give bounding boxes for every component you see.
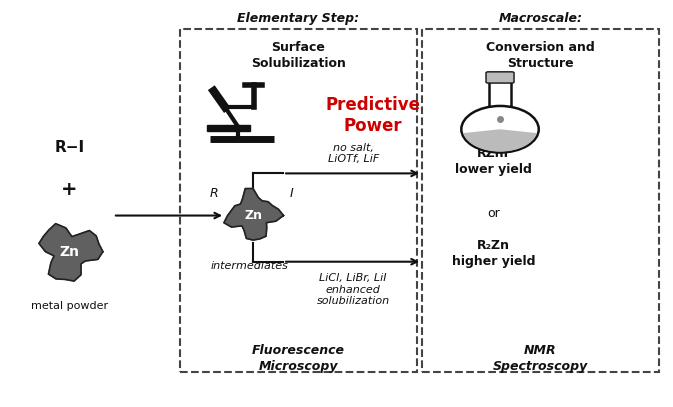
Text: R: R (210, 187, 219, 200)
Text: Elementary Step:: Elementary Step: (237, 12, 359, 25)
Text: R−I: R−I (55, 140, 85, 155)
Text: Zn: Zn (244, 209, 262, 222)
Polygon shape (224, 188, 283, 240)
Text: NMR
Spectroscopy: NMR Spectroscopy (493, 344, 588, 372)
Text: LiCl, LiBr, LiI
enhanced
solubilization: LiCl, LiBr, LiI enhanced solubilization (316, 273, 390, 306)
Polygon shape (39, 224, 103, 281)
Circle shape (461, 106, 538, 153)
Text: or: or (487, 207, 500, 220)
FancyBboxPatch shape (207, 125, 250, 131)
Text: Macroscale:: Macroscale: (499, 12, 582, 25)
Text: I: I (290, 187, 293, 200)
Text: Conversion and
Structure: Conversion and Structure (486, 41, 595, 70)
Text: metal powder: metal powder (31, 301, 108, 311)
Text: RZnI
lower yield: RZnI lower yield (455, 147, 532, 176)
Text: R₂Zn
higher yield: R₂Zn higher yield (452, 239, 535, 268)
Text: intermediates: intermediates (211, 261, 289, 271)
Wedge shape (463, 129, 537, 152)
Text: Predictive
Power: Predictive Power (326, 96, 421, 135)
FancyBboxPatch shape (486, 72, 514, 83)
Text: Surface
Solubilization: Surface Solubilization (250, 41, 345, 70)
Text: Fluorescence
Microscopy: Fluorescence Microscopy (252, 344, 345, 372)
Text: no salt,
LiOTf, LiF: no salt, LiOTf, LiF (328, 142, 379, 164)
Text: +: + (61, 180, 78, 199)
Text: Zn: Zn (59, 245, 79, 259)
